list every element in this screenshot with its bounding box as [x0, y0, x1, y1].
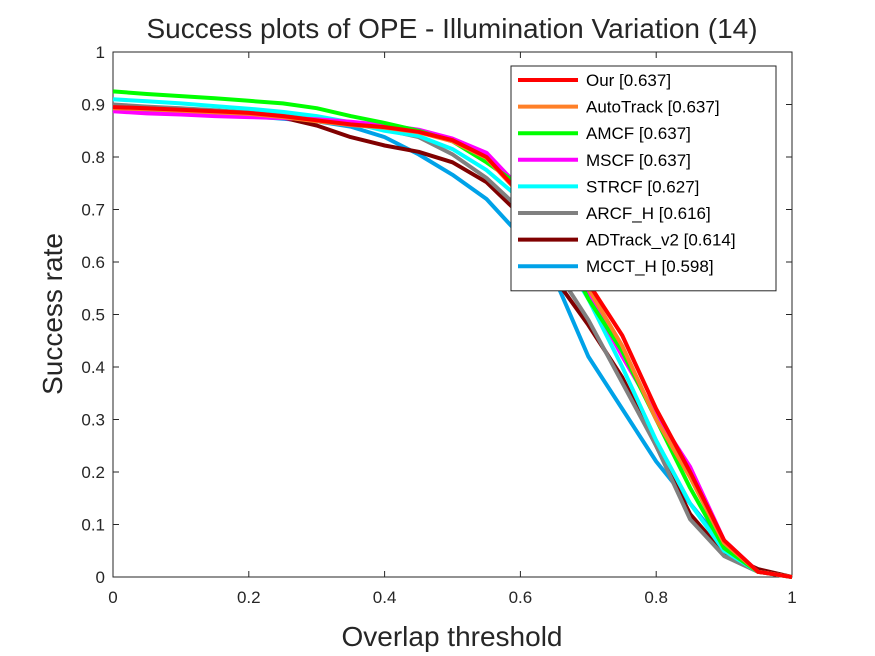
legend-entry-label: AMCF [0.637] — [586, 124, 691, 143]
series-line-strcf — [112, 97, 793, 579]
x-tick-label: 0.2 — [237, 588, 261, 607]
legend-entry-label: AutoTrack [0.637] — [586, 98, 720, 117]
y-tick-label: 0.1 — [81, 516, 105, 535]
y-tick-label: 0.3 — [81, 411, 105, 430]
y-tick-label: 0 — [96, 568, 105, 587]
legend-entry-label: Our [0.637] — [586, 71, 671, 90]
y-tick-label: 0.8 — [81, 148, 105, 167]
x-axis-ticks: 0 0.2 0.4 0.6 0.8 1 — [108, 52, 797, 607]
x-tick-label: 0.8 — [644, 588, 668, 607]
legend: Our [0.637] AutoTrack [0.637] AMCF [0.637]… — [510, 65, 777, 292]
series-line-our — [112, 105, 793, 579]
x-tick-label: 1 — [787, 588, 796, 607]
legend-box — [510, 65, 777, 292]
legend-entry-label: ARCF_H [0.616] — [586, 204, 711, 223]
x-tick-label: 0 — [108, 588, 117, 607]
series-lines — [112, 89, 793, 579]
y-tick-label: 0.7 — [81, 201, 105, 220]
x-tick-label: 0.6 — [509, 588, 533, 607]
y-tick-label: 0.5 — [81, 306, 105, 325]
x-tick-label: 0.4 — [373, 588, 397, 607]
legend-entry-label: STRCF [0.627] — [586, 177, 699, 196]
y-tick-label: 0.6 — [81, 253, 105, 272]
y-axis-ticks: 0 0.1 0.2 0.3 0.4 0.5 0.6 0.7 0.8 0.9 1 — [81, 43, 792, 587]
legend-entry-label: MSCF [0.637] — [586, 151, 691, 170]
legend-entry-label: ADTrack_v2 [0.614] — [586, 231, 736, 250]
legend-entry-label: MCCT_H [0.598] — [586, 257, 714, 276]
chart-title: Success plots of OPE - Illumination Vari… — [146, 13, 757, 44]
x-axis-label: Overlap threshold — [341, 621, 562, 652]
y-tick-label: 1 — [96, 43, 105, 62]
y-tick-label: 0.4 — [81, 358, 105, 377]
y-axis-label: Success rate — [37, 233, 68, 395]
y-tick-label: 0.2 — [81, 463, 105, 482]
y-tick-label: 0.9 — [81, 96, 105, 115]
